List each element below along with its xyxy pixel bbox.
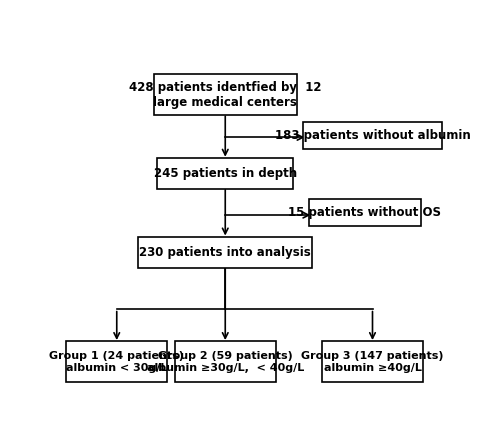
FancyBboxPatch shape bbox=[138, 237, 312, 267]
Text: 230 patients into analysis: 230 patients into analysis bbox=[140, 246, 311, 259]
FancyBboxPatch shape bbox=[308, 199, 421, 227]
FancyBboxPatch shape bbox=[303, 122, 442, 150]
Text: Group 1 (24 patients)
albumin < 30g/L: Group 1 (24 patients) albumin < 30g/L bbox=[50, 351, 184, 372]
FancyBboxPatch shape bbox=[158, 158, 293, 189]
FancyBboxPatch shape bbox=[154, 74, 297, 115]
Text: 245 patients in depth: 245 patients in depth bbox=[154, 167, 297, 180]
FancyBboxPatch shape bbox=[66, 341, 167, 382]
Text: Group 2 (59 patients)
albumin ≥30g/L,  < 40g/L: Group 2 (59 patients) albumin ≥30g/L, < … bbox=[146, 351, 304, 372]
Text: 15 patients without OS: 15 patients without OS bbox=[288, 206, 442, 219]
Text: 183 patients without albumin: 183 patients without albumin bbox=[274, 129, 470, 142]
Text: 428 patients identfied by  12
large medical centers: 428 patients identfied by 12 large medic… bbox=[129, 81, 322, 109]
FancyBboxPatch shape bbox=[322, 341, 423, 382]
FancyBboxPatch shape bbox=[175, 341, 276, 382]
Text: Group 3 (147 patients)
albumin ≥40g/L: Group 3 (147 patients) albumin ≥40g/L bbox=[301, 351, 444, 372]
